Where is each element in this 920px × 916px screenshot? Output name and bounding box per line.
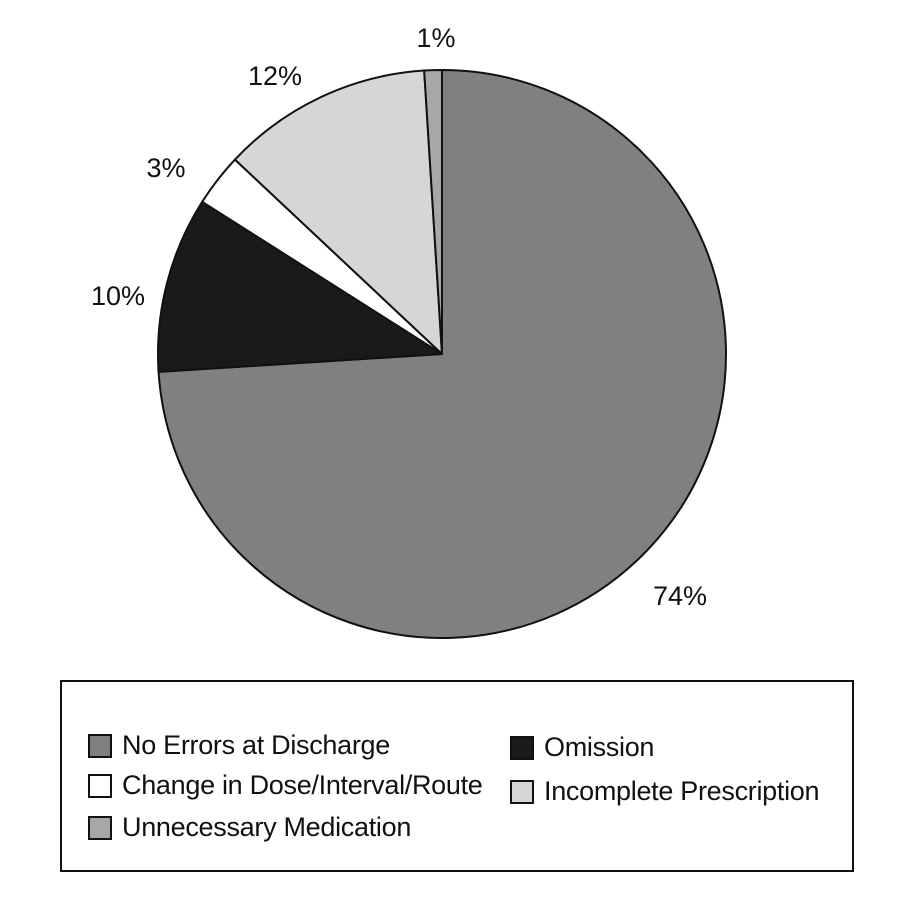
- legend-swatch-omission: [510, 735, 534, 760]
- legend-swatch-change-in-dose: [88, 773, 112, 798]
- legend-item-change-in-dose: Change in Dose/Interval/Route: [88, 770, 483, 801]
- legend-label-omission: Omission: [544, 732, 655, 762]
- legend-label-no-errors: No Errors at Discharge: [122, 730, 390, 760]
- legend-swatch-no-errors: [88, 733, 112, 758]
- legend-item-incomplete-prescription: Incomplete Prescription: [510, 776, 820, 807]
- legend-label-change-in-dose: Change in Dose/Interval/Route: [122, 770, 483, 800]
- pie-label-no-errors-at-discharge: 74%: [653, 581, 707, 611]
- pie-slice-labels: 74% 10% 3% 12% 1%: [91, 23, 707, 611]
- pie-slice-unnecessary-medication: [423, 69, 443, 355]
- pie-slice-omission: [157, 200, 443, 373]
- pie-slice-incomplete-prescription: [233, 69, 443, 355]
- pie-slices: [157, 69, 727, 639]
- legend: No Errors at Discharge Change in Dose/In…: [60, 680, 854, 872]
- legend-label-incomplete-prescription: Incomplete Prescription: [544, 776, 820, 806]
- legend-swatch-unnecessary-medication: [88, 815, 112, 840]
- pie-label-omission: 10%: [91, 281, 145, 311]
- legend-item-no-errors: No Errors at Discharge: [88, 730, 390, 761]
- legend-item-unnecessary-medication: Unnecessary Medication: [88, 812, 411, 843]
- legend-label-unnecessary-medication: Unnecessary Medication: [122, 812, 412, 842]
- pie-label-unnecessary-medication: 1%: [416, 23, 455, 53]
- pie-label-incomplete-prescription: 12%: [248, 61, 302, 91]
- legend-item-omission: Omission: [510, 732, 654, 763]
- legend-swatch-incomplete-prescription: [510, 779, 534, 804]
- pie-label-change-in-dose-interval-route: 3%: [146, 153, 185, 183]
